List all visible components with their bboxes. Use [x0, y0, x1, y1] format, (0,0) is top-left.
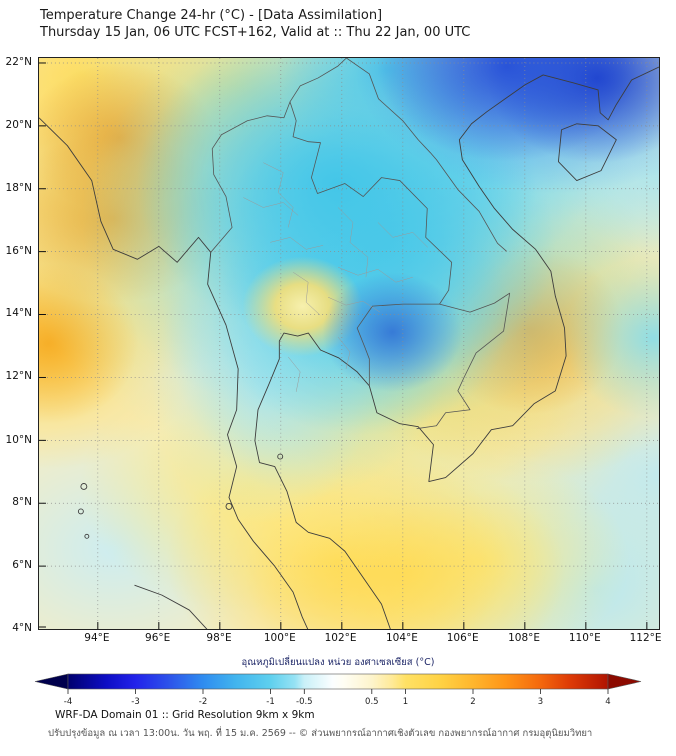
colorbar-tick-label: -4	[63, 697, 73, 707]
latitude-axis: 22°N 20°N 18°N 16°N 14°N 12°N 10°N 8°N 6…	[0, 56, 36, 634]
colorbar-tick-label: 0.5	[365, 697, 379, 707]
lon-tick-label: 94°E	[84, 632, 110, 644]
footer-domain-info: WRF-DA Domain 01 :: Grid Resolution 9km …	[55, 709, 315, 721]
lon-tick-label: 98°E	[206, 632, 232, 644]
map-title: Temperature Change 24-hr (°C) - [Data As…	[40, 8, 383, 23]
colorbar-right-arrow	[607, 673, 642, 690]
colorbar-tick-label: 1	[402, 697, 409, 707]
colorbar-tick-label: -1	[266, 697, 275, 707]
header: Temperature Change 24-hr (°C) - [Data As…	[40, 7, 470, 41]
colorbar-left-arrow	[34, 673, 69, 690]
lat-tick-label: 22°N	[5, 56, 32, 69]
map-plot	[38, 57, 660, 630]
colorbar-tick-label: 3	[537, 697, 544, 707]
lat-tick-label: 20°N	[5, 118, 32, 131]
axis-tick-marks	[39, 62, 648, 629]
lat-tick-label: 12°N	[5, 370, 32, 383]
lon-tick-label: 100°E	[263, 632, 296, 644]
lat-tick-label: 14°N	[5, 307, 32, 320]
lat-tick-label: 6°N	[12, 559, 32, 572]
lon-tick-label: 106°E	[446, 632, 479, 644]
lat-tick-label: 10°N	[5, 433, 32, 446]
colorbar-gradient-bar	[67, 673, 609, 690]
gridlines	[39, 58, 659, 629]
lon-tick-label: 96°E	[145, 632, 171, 644]
lon-tick-label: 104°E	[385, 632, 418, 644]
colorbar-tick-labels: -4 -3 -2 -1 -0.5 0.5 1 2 3 4	[32, 697, 644, 708]
colorbar-tick-label: 2	[470, 697, 476, 707]
colorbar-tick-label: -0.5	[296, 697, 313, 707]
lat-tick-label: 16°N	[5, 244, 32, 257]
colorbar-tick-label: -3	[131, 697, 140, 707]
colorbar-tick-label: -2	[198, 697, 208, 707]
lat-tick-label: 8°N	[12, 496, 32, 509]
map-overlay-svg	[39, 58, 659, 629]
map-subtitle: Thursday 15 Jan, 06 UTC FCST+162, Valid …	[40, 25, 471, 40]
colorbar	[34, 673, 642, 694]
colorbar-label: อุณหภูมิเปลี่ยนแปลง หน่วย องศาเซลเซียส (…	[241, 657, 435, 668]
colorbar-tick-label: 4	[605, 697, 611, 707]
lat-tick-label: 4°N	[12, 622, 32, 634]
province-borders	[243, 162, 428, 392]
lon-tick-label: 112°E	[629, 632, 662, 644]
colorbar-section: อุณหภูมิเปลี่ยนแปลง หน่วย องศาเซลเซียส (…	[32, 655, 644, 708]
coastlines	[39, 66, 659, 629]
footer-credit-line: ปรับปรุงข้อมูล ณ เวลา 13:00น. วัน พฤ. ที…	[48, 728, 593, 739]
temperature-anomaly-field	[39, 58, 659, 629]
longitude-axis: 94°E 96°E 98°E 100°E 102°E 104°E 106°E 1…	[38, 632, 661, 647]
country-borders	[210, 58, 511, 430]
colorbar-tick-marks	[67, 689, 609, 694]
lon-tick-label: 102°E	[324, 632, 357, 644]
lat-tick-label: 18°N	[5, 181, 32, 194]
lon-tick-label: 108°E	[508, 632, 541, 644]
lon-tick-label: 110°E	[568, 632, 601, 644]
